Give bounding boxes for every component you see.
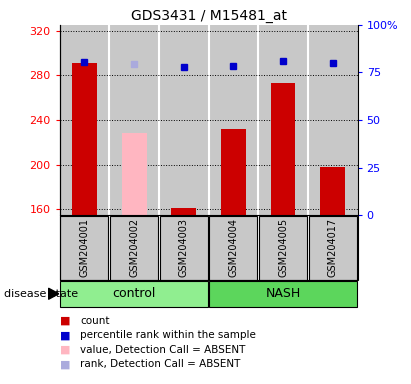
Text: GSM204004: GSM204004: [229, 218, 238, 277]
Bar: [320, 167, 345, 215]
Text: ■: ■: [60, 345, 70, 355]
Text: GSM204001: GSM204001: [79, 218, 90, 277]
Text: disease state: disease state: [4, 289, 78, 299]
Text: count: count: [80, 316, 110, 326]
Bar: [258, 25, 308, 215]
Title: GDS3431 / M15481_at: GDS3431 / M15481_at: [131, 8, 286, 23]
Text: GSM204017: GSM204017: [328, 218, 338, 277]
Bar: [122, 133, 146, 215]
Text: percentile rank within the sample: percentile rank within the sample: [80, 330, 256, 340]
Bar: [109, 25, 159, 215]
Bar: [271, 83, 296, 215]
Bar: [208, 25, 258, 215]
Text: ■: ■: [60, 359, 70, 369]
Text: ■: ■: [60, 316, 70, 326]
Polygon shape: [48, 288, 59, 299]
Text: ■: ■: [60, 330, 70, 340]
Bar: [159, 25, 208, 215]
Text: control: control: [112, 287, 156, 300]
Bar: [60, 25, 109, 215]
Bar: [171, 209, 196, 215]
Text: NASH: NASH: [266, 287, 301, 300]
Text: rank, Detection Call = ABSENT: rank, Detection Call = ABSENT: [80, 359, 240, 369]
Text: value, Detection Call = ABSENT: value, Detection Call = ABSENT: [80, 345, 245, 355]
Text: GSM204002: GSM204002: [129, 218, 139, 277]
Text: GSM204003: GSM204003: [179, 218, 189, 277]
Bar: [72, 63, 97, 215]
Bar: [221, 129, 246, 215]
Text: GSM204005: GSM204005: [278, 218, 288, 277]
Bar: [308, 25, 358, 215]
